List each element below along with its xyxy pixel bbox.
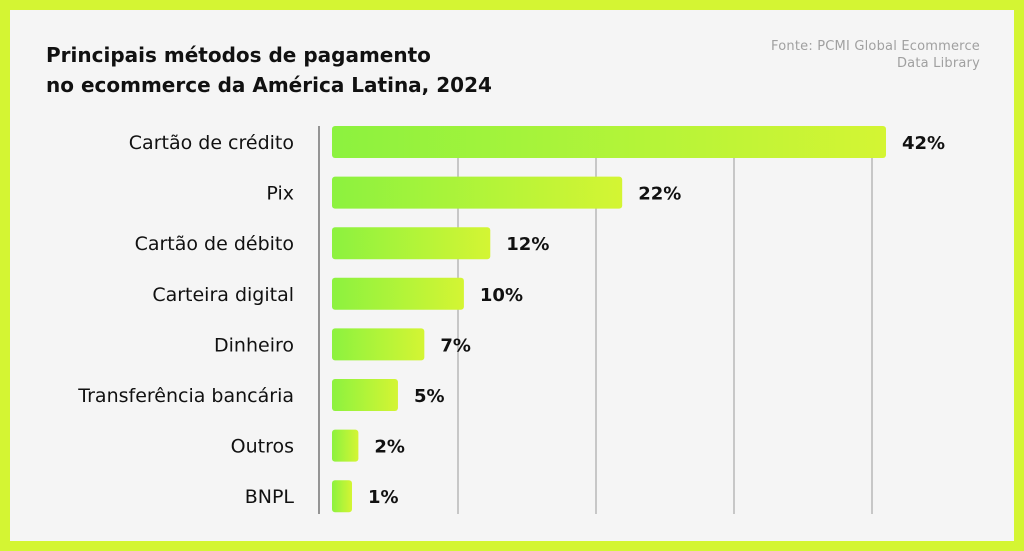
labels: Cartão de crédito 42% Pix 22% Cartão de débi… — [77, 132, 945, 508]
grid-lines — [457, 152, 873, 514]
value-label: 7% — [440, 335, 471, 356]
category-label: Outros — [231, 436, 294, 458]
chart-title-line-1: Principais métodos de pagamento — [46, 43, 431, 67]
chart-title-line-2: no ecommerce da América Latina, 2024 — [46, 73, 492, 97]
value-label: 12% — [506, 234, 549, 255]
category-label: Pix — [266, 183, 294, 205]
chart-source-line-1: Fonte: PCMI Global Ecommerce — [771, 39, 980, 54]
bar — [332, 227, 491, 260]
bar — [332, 328, 425, 361]
value-label: 22% — [638, 184, 681, 205]
chart-card: Principais métodos de pagamento no ecomm… — [10, 10, 1014, 541]
bar — [332, 379, 398, 411]
category-label: Cartão de débito — [135, 233, 294, 255]
value-label: 42% — [902, 133, 945, 154]
bar — [332, 429, 359, 462]
chart-source: Fonte: PCMI Global Ecommerce Data Librar… — [771, 38, 980, 72]
category-label: Dinheiro — [214, 334, 294, 356]
value-label: 5% — [414, 386, 445, 407]
bar — [332, 176, 623, 209]
bars — [332, 126, 886, 513]
category-label: Transferência bancária — [77, 385, 294, 407]
chart-source-line-2: Data Library — [896, 56, 980, 71]
value-label: 1% — [368, 487, 399, 508]
category-label: Carteira digital — [152, 284, 294, 306]
bar — [332, 480, 352, 513]
chart-title: Principais métodos de pagamento no ecomm… — [46, 40, 492, 100]
bar — [332, 277, 464, 310]
bar — [332, 126, 886, 158]
category-label: BNPL — [245, 486, 295, 508]
value-label: 2% — [374, 437, 405, 458]
category-label: Cartão de crédito — [129, 132, 294, 154]
value-label: 10% — [480, 285, 523, 306]
